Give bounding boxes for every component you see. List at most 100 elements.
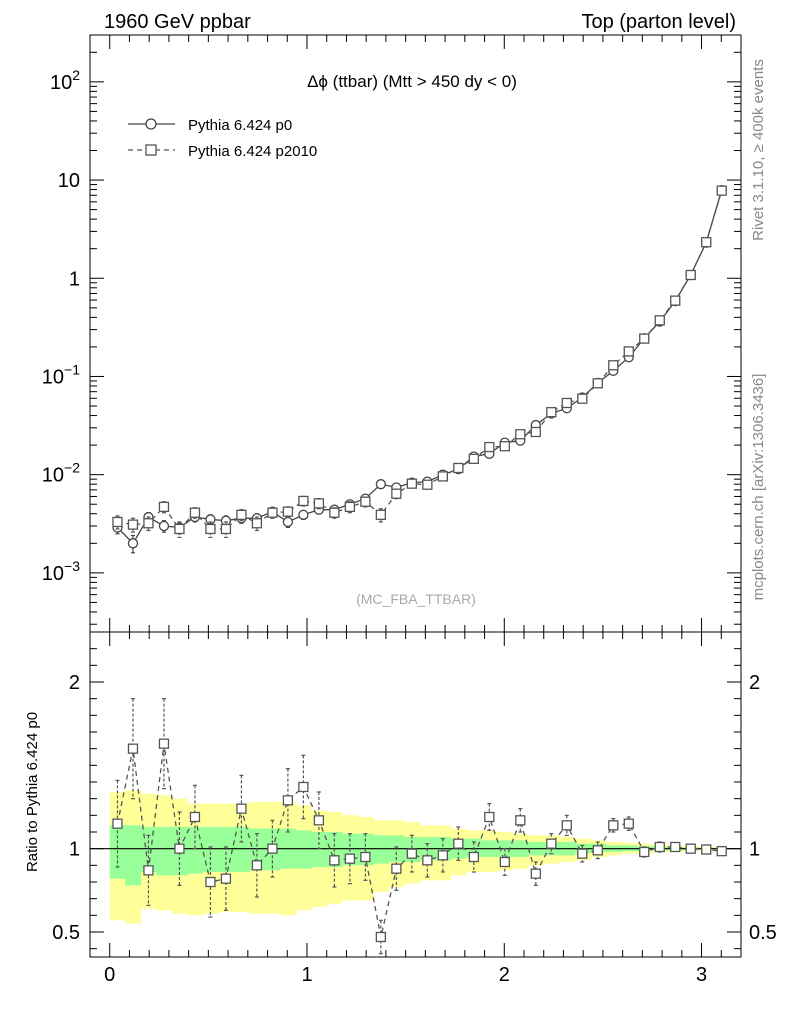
ratio-point-p2010 [143, 865, 154, 876]
legend-label-p2010: Pythia 6.424 p2010 [188, 143, 317, 160]
ratio-y-tick-label: 2 [69, 672, 80, 694]
ratio-point-p2010 [484, 811, 495, 823]
ratio-point-p2010 [515, 815, 526, 826]
main-point-p2010 [282, 506, 294, 517]
ratio-point-p2010 [453, 838, 464, 849]
main-point-p2010 [639, 333, 650, 344]
ratio-point-p2010 [654, 841, 665, 853]
ratio-band-inner [156, 827, 173, 876]
main-point-p0 [282, 516, 294, 528]
ratio-point-p2010 [313, 815, 325, 826]
main-point-p2010 [484, 441, 495, 453]
main-point-p2010 [592, 378, 603, 389]
ratio-point-p2010 [422, 855, 433, 866]
ratio-y-tick-labels: 0.5 0.5 1 1 2 2 [52, 672, 777, 944]
main-point-p2010 [546, 407, 557, 418]
ratio-point-p2010 [623, 818, 634, 829]
ratio-point-p2010 [530, 868, 541, 879]
ratio-panel: 0.5 0.5 1 1 2 2 0 1 2 3 Ratio to Pythia 6.424 p0 [24, 631, 777, 986]
main-point-p2010 [251, 518, 263, 529]
main-point-p2010 [158, 501, 170, 513]
main-ticks [90, 34, 741, 632]
ratio-series-group [112, 698, 727, 955]
main-point-p2010 [654, 315, 665, 326]
legend-marker-circle [145, 118, 157, 130]
ratio-x-tick-label: 3 [696, 964, 707, 986]
legend-label-p0: Pythia 6.424 p0 [188, 117, 292, 134]
ratio-point-p2010 [205, 876, 216, 888]
main-y-tick-label: 102 [50, 67, 80, 94]
ratio-point-p2010 [716, 846, 727, 857]
main-chart-title: Δϕ (ttbar) (Mtt > 450 dy < 0) [307, 72, 517, 91]
ratio-point-p2010 [499, 856, 510, 868]
main-y-tick-labels: 10−3 10−2 10−1 1 10 102 [42, 67, 80, 585]
ratio-point-p2010 [298, 781, 309, 793]
ratio-x-tick-label: 0 [104, 964, 115, 986]
main-y-tick-label: 10−2 [42, 460, 80, 487]
ratio-x-tick-label: 1 [301, 964, 312, 986]
main-point-p2010 [561, 397, 572, 409]
main-series-line-p0 [117, 189, 723, 545]
main-point-p2010 [670, 295, 681, 306]
ratio-point-p2010 [437, 850, 448, 861]
ratio-point-p2010 [670, 841, 681, 853]
ratio-point-p2010 [282, 795, 294, 806]
main-point-p2010 [406, 478, 418, 489]
ratio-point-p2010 [236, 803, 247, 814]
main-point-p2010 [298, 495, 309, 507]
main-point-p2010 [313, 498, 325, 509]
legend: Pythia 6.424 p0 Pythia 6.424 p2010 [128, 117, 317, 160]
header-left-title: 1960 GeV ppbar [104, 11, 251, 33]
main-point-p2010 [267, 507, 278, 518]
ratio-point-p2010 [701, 844, 712, 855]
ratio-y-tick-label: 1 [69, 839, 80, 861]
main-point-p2010 [360, 496, 371, 507]
main-point-p2010 [608, 360, 619, 371]
ratio-x-tick-labels: 0 1 2 3 [104, 964, 707, 986]
main-y-tick-label: 10 [58, 170, 80, 192]
main-point-p2010 [112, 516, 123, 528]
main-point-p2010 [220, 523, 232, 535]
main-point-p2010 [685, 269, 696, 281]
ratio-point-p2010 [344, 853, 356, 864]
ratio-point-p2010 [546, 838, 557, 849]
ratio-point-p2010 [468, 851, 479, 863]
ratio-ticks [90, 631, 741, 957]
ratio-point-p2010 [608, 820, 619, 831]
ratio-point-p2010 [174, 843, 185, 854]
main-point-p2010 [530, 426, 541, 438]
ratio-series-line-p2010 [116, 743, 722, 938]
ratio-point-p2010 [685, 843, 696, 854]
ratio-point-p2010 [561, 820, 572, 831]
watermark-label: (MC_FBA_TTBAR) [356, 591, 476, 607]
ratio-y-axis-label: Ratio to Pythia 6.424 p0 [24, 712, 41, 872]
main-point-p2010 [174, 523, 185, 535]
legend-marker-square [145, 144, 157, 156]
ratio-point-p2010 [577, 848, 588, 859]
ratio-band-inner [311, 832, 328, 867]
main-y-tick-label: 1 [69, 268, 80, 290]
main-point-p2010 [143, 518, 154, 529]
ratio-point-p2010 [329, 855, 340, 866]
main-point-p2010 [329, 507, 340, 518]
ratio-point-p2010 [158, 738, 170, 749]
main-point-p2010 [422, 479, 433, 490]
ratio-point-p2010 [267, 843, 278, 854]
main-point-p0 [127, 538, 139, 549]
main-point-p2010 [189, 507, 201, 518]
main-point-p2010 [344, 501, 356, 513]
ratio-y-tick-label-right: 1 [749, 839, 760, 861]
ratio-point-p2010 [375, 931, 387, 943]
main-point-p2010 [701, 237, 712, 248]
ratio-point-p2010 [220, 873, 232, 884]
ratio-band-inner [233, 827, 250, 872]
ratio-frame [89, 631, 742, 958]
main-point-p2010 [453, 462, 464, 474]
ratio-band-inner [187, 827, 204, 874]
ratio-band-inner [125, 825, 142, 886]
ratio-x-tick-label: 2 [499, 964, 510, 986]
main-point-p2010 [716, 185, 727, 196]
main-series-group [112, 184, 727, 554]
source-label: mcplots.cern.ch [arXiv:1306.3436] [750, 374, 767, 601]
